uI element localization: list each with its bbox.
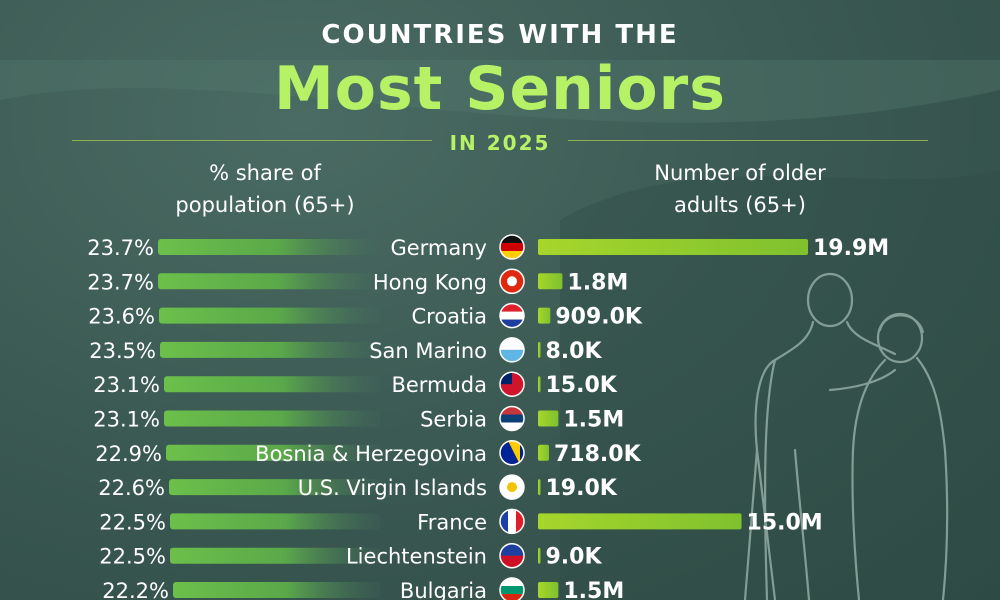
count-bar	[538, 513, 742, 530]
count-value-label: 718.0K	[554, 442, 642, 467]
count-value-label: 1.5M	[563, 408, 624, 433]
title-divider	[0, 131, 1000, 151]
share-value-label: 23.1%	[93, 373, 160, 397]
share-value-label: 23.7%	[87, 236, 154, 260]
elderly-couple-illustration	[743, 272, 949, 600]
country-label: Serbia	[420, 408, 487, 432]
flag-ring	[499, 268, 525, 295]
france-flag-icon	[500, 509, 524, 534]
flag-ring	[499, 337, 525, 363]
count-column-heading: Number of older adults (65+)	[600, 157, 880, 221]
serbia-flag-icon	[500, 406, 524, 431]
country-label: Liechtenstein	[346, 545, 487, 569]
count-bar	[538, 341, 541, 358]
flag-ring	[499, 577, 525, 600]
background-shapes	[0, 60, 1000, 600]
share-bar	[159, 307, 380, 324]
chart-row: 23.6% Croatia 909.0K	[88, 302, 643, 330]
count-bar	[538, 582, 559, 598]
chart-row: 23.5% San Marino 8.0K	[89, 337, 603, 364]
count-bar	[538, 444, 549, 461]
share-bar	[170, 547, 380, 564]
count-bar	[538, 307, 551, 324]
share-bar	[160, 341, 380, 358]
flag-ring	[499, 234, 525, 260]
share-value-label: 22.5%	[99, 545, 166, 569]
country-label: France	[417, 510, 487, 534]
share-value-label: 22.6%	[98, 476, 165, 500]
count-bar	[538, 239, 808, 255]
country-label: San Marino	[369, 339, 487, 363]
share-value-label: 23.6%	[88, 305, 155, 329]
chart-row: 22.2% Bulgaria 1.5M	[102, 577, 624, 600]
share-bar	[173, 582, 380, 598]
liechtenstein-flag-icon	[500, 543, 524, 568]
chart-row: 23.7% Hong Kong 1.8M	[87, 268, 628, 295]
share-bar	[170, 513, 380, 530]
country-label: Bermuda	[391, 373, 487, 397]
country-label: Croatia	[412, 305, 488, 329]
count-value-label: 15.0M	[747, 510, 823, 535]
country-label: Germany	[390, 236, 487, 260]
title-kicker: COUNTRIES WITH THE	[321, 20, 679, 50]
count-heading-line2: adults (65+)	[674, 193, 806, 217]
flag-ring	[499, 405, 525, 432]
flag-ring	[499, 302, 525, 329]
chart-row: 22.5% Liechtenstein 9.0K	[99, 542, 603, 570]
share-bar	[164, 410, 380, 427]
count-bar	[538, 273, 563, 290]
san-marino-flag-icon	[500, 337, 524, 362]
share-bar	[164, 376, 380, 393]
share-value-label: 23.5%	[89, 339, 156, 363]
count-bar	[538, 479, 541, 496]
share-value-label: 22.5%	[99, 510, 166, 534]
share-value-label: 22.9%	[95, 442, 162, 466]
chart-row: 23.1% Serbia 1.5M	[93, 405, 624, 433]
germany-flag-icon	[500, 235, 524, 259]
count-value-label: 19.9M	[813, 236, 889, 261]
flag-ring	[499, 440, 525, 466]
flag-ring	[499, 542, 525, 569]
flag-ring	[499, 474, 525, 500]
chart-row: 23.7% Germany 19.9M	[87, 234, 889, 261]
chart-row: 22.9% Bosnia & Herzegovina 718.0K	[95, 440, 642, 467]
count-value-label: 15.0K	[546, 373, 618, 398]
country-label: Hong Kong	[373, 270, 487, 294]
croatia-flag-icon	[500, 303, 524, 328]
title-year: IN 2025	[449, 131, 551, 155]
chart-row: 23.1% Bermuda 15.0K	[93, 371, 618, 398]
flag-ring	[499, 508, 525, 535]
flag-ring	[499, 371, 525, 397]
country-label: Bulgaria	[400, 579, 487, 600]
count-value-label: 8.0K	[546, 339, 603, 364]
count-bar	[538, 547, 541, 564]
chart-row: 22.6% U.S. Virgin Islands 19.0K	[98, 474, 618, 501]
count-value-label: 1.8M	[567, 270, 628, 295]
share-bar	[166, 444, 380, 461]
count-bar	[538, 376, 541, 393]
share-heading-line2: population (65+)	[175, 193, 355, 217]
share-value-label: 23.7%	[87, 270, 154, 294]
bulgaria-flag-icon	[500, 578, 524, 600]
share-value-label: 22.2%	[102, 579, 169, 600]
count-bar	[538, 410, 559, 427]
share-bar	[169, 479, 380, 496]
count-value-label: 909.0K	[555, 305, 643, 330]
count-heading-line1: Number of older	[654, 161, 826, 185]
country-label: Bosnia & Herzegovina	[255, 442, 487, 466]
share-bar	[158, 273, 380, 290]
page-title: Most Seniors	[274, 54, 726, 124]
count-value-label: 9.0K	[546, 545, 603, 570]
country-label: U.S. Virgin Islands	[298, 476, 487, 500]
share-value-label: 23.1%	[93, 408, 160, 432]
count-value-label: 1.5M	[563, 579, 624, 600]
share-bar	[158, 239, 380, 255]
share-column-heading: % share of population (65+)	[150, 157, 380, 221]
count-value-label: 19.0K	[546, 476, 618, 501]
share-heading-line1: % share of	[209, 161, 321, 185]
chart-row: 22.5% France 15.0M	[99, 508, 823, 535]
